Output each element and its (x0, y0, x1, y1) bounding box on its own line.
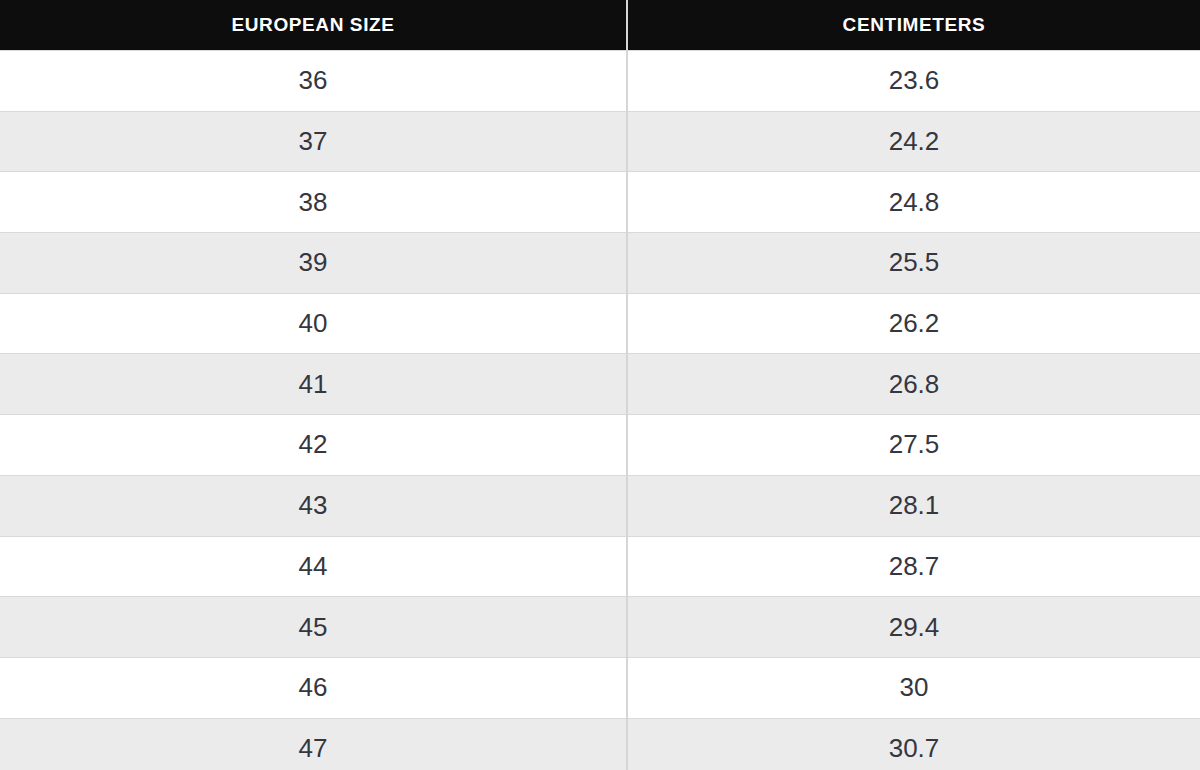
centimeters-cell: 28.7 (627, 536, 1200, 597)
table-row: 36 23.6 (0, 51, 1200, 112)
centimeters-cell: 30.7 (627, 718, 1200, 770)
european-size-cell: 44 (0, 536, 627, 597)
european-size-cell: 46 (0, 657, 627, 718)
centimeters-cell: 25.5 (627, 233, 1200, 294)
centimeters-cell: 27.5 (627, 415, 1200, 476)
table-row: 40 26.2 (0, 293, 1200, 354)
centimeters-cell: 24.2 (627, 111, 1200, 172)
european-size-cell: 39 (0, 233, 627, 294)
european-size-cell: 41 (0, 354, 627, 415)
centimeters-cell: 28.1 (627, 475, 1200, 536)
european-size-cell: 42 (0, 415, 627, 476)
size-conversion-table: EUROPEAN SIZE CENTIMETERS 36 23.6 37 24.… (0, 0, 1200, 770)
centimeters-cell: 29.4 (627, 597, 1200, 658)
european-size-cell: 38 (0, 172, 627, 233)
centimeters-cell: 23.6 (627, 51, 1200, 112)
european-size-cell: 43 (0, 475, 627, 536)
table-row: 45 29.4 (0, 597, 1200, 658)
header-row: EUROPEAN SIZE CENTIMETERS (0, 0, 1200, 51)
table-row: 46 30 (0, 657, 1200, 718)
table-row: 39 25.5 (0, 233, 1200, 294)
european-size-cell: 47 (0, 718, 627, 770)
table-row: 43 28.1 (0, 475, 1200, 536)
centimeters-cell: 26.2 (627, 293, 1200, 354)
centimeters-cell: 30 (627, 657, 1200, 718)
table-row: 38 24.8 (0, 172, 1200, 233)
table-row: 42 27.5 (0, 415, 1200, 476)
table-row: 41 26.8 (0, 354, 1200, 415)
centimeters-cell: 26.8 (627, 354, 1200, 415)
european-size-cell: 40 (0, 293, 627, 354)
column-header-european-size: EUROPEAN SIZE (0, 0, 627, 51)
table-row: 37 24.2 (0, 111, 1200, 172)
table-body: 36 23.6 37 24.2 38 24.8 39 25.5 40 26.2 … (0, 51, 1200, 770)
table-row: 44 28.7 (0, 536, 1200, 597)
table-row: 47 30.7 (0, 718, 1200, 770)
european-size-cell: 45 (0, 597, 627, 658)
centimeters-cell: 24.8 (627, 172, 1200, 233)
european-size-cell: 36 (0, 51, 627, 112)
european-size-cell: 37 (0, 111, 627, 172)
column-header-centimeters: CENTIMETERS (627, 0, 1200, 51)
